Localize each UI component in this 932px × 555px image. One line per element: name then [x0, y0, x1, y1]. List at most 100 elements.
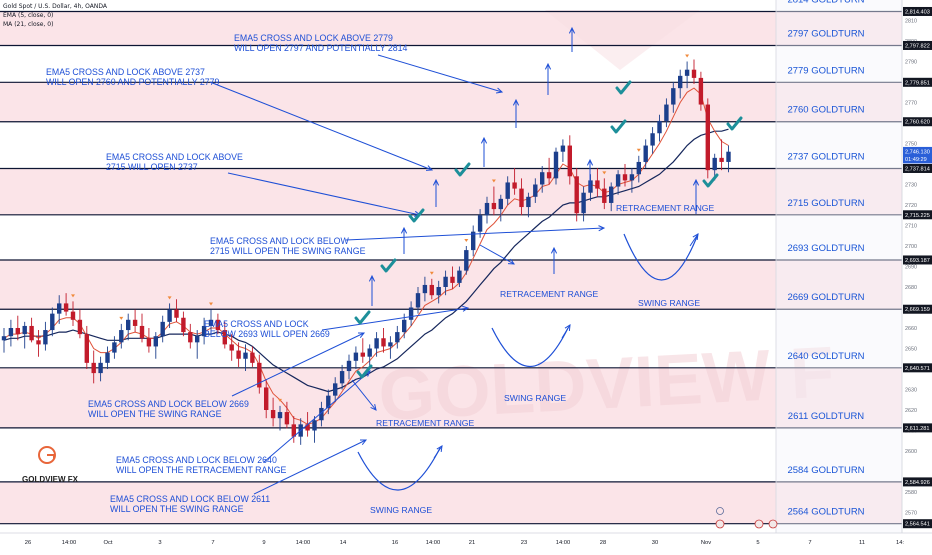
annotation-arrow-head [495, 87, 504, 94]
time-tick: 28 [600, 540, 606, 546]
zone-band [0, 11, 902, 46]
time-tick: Oct [103, 540, 112, 546]
candle-body [443, 276, 448, 287]
candle-body [367, 348, 372, 357]
candle-body [91, 362, 96, 374]
flag-event-icon[interactable] [715, 519, 725, 529]
candle-body [195, 336, 200, 343]
annotation-text: EMA5 CROSS AND LOCK BELOW 2669 [88, 399, 249, 409]
price-label: 2,779.851 [905, 80, 930, 86]
candle-body [698, 77, 704, 105]
annotation-text: WILL OPEN THE SWING RANGE [88, 409, 222, 419]
annotation-arrow [263, 370, 371, 463]
candle-body [105, 352, 110, 363]
candle-body [691, 69, 697, 78]
candle-body [50, 313, 55, 331]
candle-body [229, 344, 234, 351]
price-label-box [903, 477, 932, 487]
up-arrow-head [568, 26, 576, 34]
time-axis[interactable] [0, 533, 932, 550]
candle-body [284, 412, 290, 425]
candle-body [243, 352, 248, 359]
candle-body [726, 151, 731, 162]
candle-body [270, 410, 276, 419]
check-mark-icon [354, 310, 371, 325]
candle-body [250, 352, 255, 363]
price-tick: 2650 [905, 347, 917, 353]
up-arrow-head [512, 98, 520, 106]
goldturn-label: 2760 GOLDTURN [787, 105, 864, 116]
candle-body [429, 284, 434, 296]
candle-body [167, 309, 172, 322]
annotation-text: 2715 WILL OPEN 2737 [106, 162, 198, 172]
fractal-marker [491, 179, 496, 183]
candle-body [602, 188, 607, 203]
check-mark-icon [610, 119, 627, 134]
candle-body [712, 157, 717, 171]
annotation-text: EMA5 CROSS AND LOCK BELOW 2640 [116, 455, 277, 465]
candle-body [43, 330, 48, 345]
candle-body [360, 352, 365, 357]
check-mark-icon [702, 173, 719, 188]
annotation-arrow [253, 439, 367, 495]
time-tick: 30 [652, 540, 658, 546]
range-label: SWING RANGE [638, 298, 700, 308]
price-label: 2,814.403 [905, 9, 930, 15]
candle-body [484, 202, 490, 216]
annotation-text: BELOW 2693 WILL OPEN 2669 [204, 329, 330, 339]
candle-body [395, 332, 400, 343]
range-label: SWING RANGE [504, 393, 566, 403]
range-label: RETRACEMENT RANGE [500, 289, 598, 299]
candle-body [146, 338, 152, 347]
candle-body [257, 362, 262, 388]
candle-body [574, 176, 579, 214]
price-label: 2,584.926 [905, 480, 930, 486]
candle-body [63, 303, 69, 312]
candle-body [609, 186, 614, 203]
annotation-arrow-head [425, 165, 434, 171]
price-label: 2,640.571 [905, 366, 930, 372]
candle-body [215, 319, 221, 331]
flag-event-icon[interactable] [754, 519, 764, 529]
ma21-indicator-label: MA (21, close, 0) [3, 21, 54, 28]
goldturn-label: 2814 GOLDTURN [787, 0, 864, 5]
fractal-marker [278, 398, 282, 402]
swing-arrow-head [692, 233, 699, 241]
dividend-event-icon[interactable] [716, 507, 724, 515]
candle-body [457, 270, 462, 283]
candle-body [560, 145, 566, 152]
annotation-text: EMA5 CROSS AND LOCK BELOW 2611 [110, 494, 270, 504]
candle-body [236, 350, 241, 359]
annotation-arrow-head [507, 258, 516, 265]
goldturn-label: 2693 GOLDTURN [787, 243, 864, 254]
time-tick: 14: [896, 540, 904, 546]
price-label: 2,669.159 [905, 307, 930, 313]
price-tick: 2700 [905, 244, 917, 250]
candle-body [408, 307, 414, 320]
watermark-logo-shape [545, 10, 700, 70]
price-label: 2,715.225 [905, 213, 930, 219]
flag-event-icon[interactable] [768, 519, 778, 529]
candle-body [491, 202, 497, 210]
candle-body [201, 325, 207, 337]
price-axis[interactable] [902, 0, 932, 550]
candle-body [22, 325, 27, 335]
candle-body [264, 387, 269, 410]
goldturn-label: 2797 GOLDTURN [787, 28, 864, 39]
candle-body [139, 325, 145, 339]
swing-range-arc [623, 233, 699, 281]
time-tick: 9 [262, 540, 265, 546]
annotation-arrow-head [357, 332, 366, 338]
price-tick: 2750 [905, 142, 917, 148]
candle-body [277, 412, 283, 419]
fractal-marker [464, 239, 469, 242]
up-arrow-head [550, 246, 558, 254]
candle-body [402, 319, 407, 333]
swing-arrow-head [564, 324, 571, 332]
time-tick: 14:00 [426, 540, 441, 546]
time-tick: 23 [521, 540, 527, 546]
annotation-text: EMA5 CROSS AND LOCK ABOVE 2779 [234, 33, 393, 43]
price-tick: 2570 [905, 511, 917, 517]
zone-band [0, 367, 902, 428]
